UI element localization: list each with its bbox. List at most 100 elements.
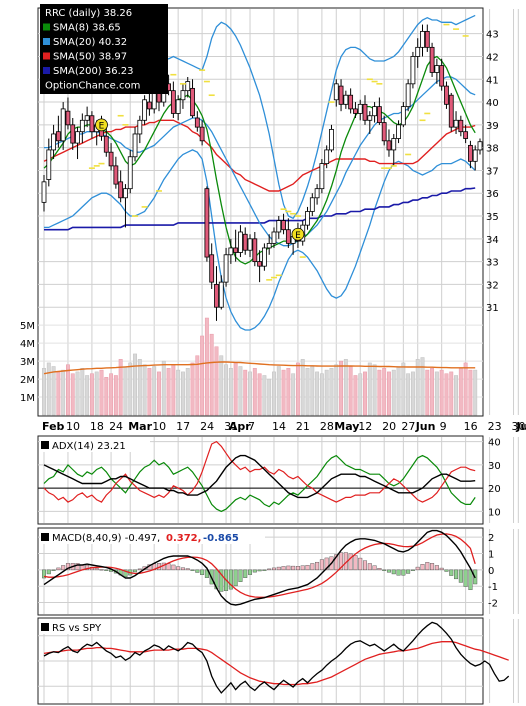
earnings-marker: [95, 118, 108, 132]
psar-dot: [299, 256, 306, 258]
volume-bar: [339, 360, 344, 416]
macd-histogram-bar: [363, 560, 368, 571]
candle-down: [285, 229, 291, 244]
candle-down: [190, 87, 195, 117]
candle-down: [353, 108, 358, 114]
adx-title-background: [40, 437, 150, 452]
volume-bar: [51, 366, 56, 416]
volume-bar: [152, 366, 157, 416]
psar-dot: [88, 167, 95, 169]
candle-up: [271, 231, 277, 244]
psar-dot: [376, 83, 383, 85]
macd-hist-label: -0.865: [203, 533, 239, 544]
macd-histogram-bar: [339, 552, 344, 571]
volume-bar: [406, 373, 411, 416]
volume-bar: [157, 371, 161, 416]
volume-bar: [89, 373, 94, 416]
macd-histogram-bar: [238, 569, 243, 582]
legend-entry: SMA(200) 36.23: [53, 66, 134, 77]
candle-up: [405, 83, 411, 108]
volume-bar: [128, 362, 133, 416]
volume-bar: [185, 368, 190, 416]
volume-bar: [353, 375, 358, 416]
earnings-marker-label: E: [99, 121, 105, 131]
x-tick-label: Apr: [229, 420, 251, 433]
candle-up: [84, 115, 90, 121]
macd-title: MACD(8,40,9) -0.497,: [52, 533, 160, 544]
rs-panel: RS vs SPY: [37, 617, 519, 705]
x-tick-label: 12: [358, 420, 372, 433]
candle-down: [214, 284, 219, 308]
macd-histogram-bar: [166, 563, 171, 571]
macd-histogram-bar: [171, 564, 176, 571]
x-tick-label: 21: [296, 420, 310, 433]
macd-histogram-bar: [56, 567, 61, 571]
candle-down: [362, 103, 368, 121]
volume-bar: [310, 366, 315, 416]
macd-histogram-bar: [200, 569, 205, 575]
macd-histogram-bar: [391, 569, 396, 575]
volume-bar: [315, 371, 320, 416]
volume-bar: [267, 378, 272, 416]
candle-up: [79, 119, 85, 133]
candle-up: [266, 242, 272, 249]
volume-bar: [142, 364, 147, 416]
psar-dot: [453, 28, 460, 30]
macd-histogram-bar: [176, 566, 181, 571]
rs-title: RS vs SPY: [52, 623, 102, 634]
volume-bar: [190, 362, 195, 416]
candle-up: [142, 99, 148, 121]
macd-histogram-bar: [468, 569, 473, 591]
candle-up: [175, 99, 181, 114]
adx-panel: ADX(14) 23.21 40 30 20 10: [37, 435, 519, 525]
volume-bar: [286, 368, 291, 416]
macd-histogram-bar: [195, 569, 200, 573]
volume-bar: [295, 362, 300, 416]
candle-up: [391, 138, 397, 151]
macd-histogram-bar: [372, 565, 377, 571]
candle-up: [223, 254, 229, 283]
candle-up: [123, 188, 128, 199]
macd-tick-label: -2: [488, 599, 498, 610]
volume-bar: [171, 364, 176, 416]
volume-bar: [281, 369, 286, 416]
psar-dot: [132, 215, 139, 217]
candle-up: [477, 141, 483, 151]
candle-up: [41, 181, 47, 203]
x-tick-label: Mar: [128, 420, 152, 433]
macd-histogram-bar: [430, 563, 435, 571]
macd-histogram-bar: [444, 569, 449, 572]
price-tick-label: 35: [486, 212, 499, 223]
psar-dot: [266, 279, 273, 281]
volume-bar: [401, 362, 406, 416]
volume-bar: [243, 369, 248, 416]
legend-entry: SMA(50) 38.97: [53, 52, 127, 63]
macd-signal-line: [43, 533, 476, 598]
candle-up: [372, 106, 377, 117]
macd-title-background: [40, 529, 265, 544]
volume-bar: [415, 359, 420, 416]
volume-bar: [410, 371, 415, 416]
legend-swatch: [43, 67, 50, 74]
candle-up: [343, 94, 349, 105]
candle-up: [396, 124, 401, 139]
volume-tick-label: 5M: [20, 321, 35, 332]
volume-bar: [329, 368, 334, 416]
macd-histogram-bar: [204, 569, 209, 578]
volume-bar: [214, 346, 219, 416]
macd-histogram-bar: [439, 567, 444, 571]
macd-histogram-bar: [348, 553, 353, 571]
volume-bar: [204, 317, 209, 416]
candle-up: [415, 46, 421, 57]
volume-bar: [113, 375, 118, 416]
adx-title: ADX(14) 23.21: [52, 441, 126, 452]
macd-histogram-bar: [123, 569, 128, 577]
candle-up: [218, 281, 224, 308]
psar-dot: [275, 274, 282, 277]
macd-title-swatch: [41, 533, 49, 541]
volume-bar: [109, 373, 114, 416]
candle-down: [338, 85, 344, 105]
legend-entry: OptionChance.com: [45, 81, 140, 92]
x-tick-label: 27: [401, 420, 415, 433]
macd-histogram-bar: [75, 563, 80, 571]
